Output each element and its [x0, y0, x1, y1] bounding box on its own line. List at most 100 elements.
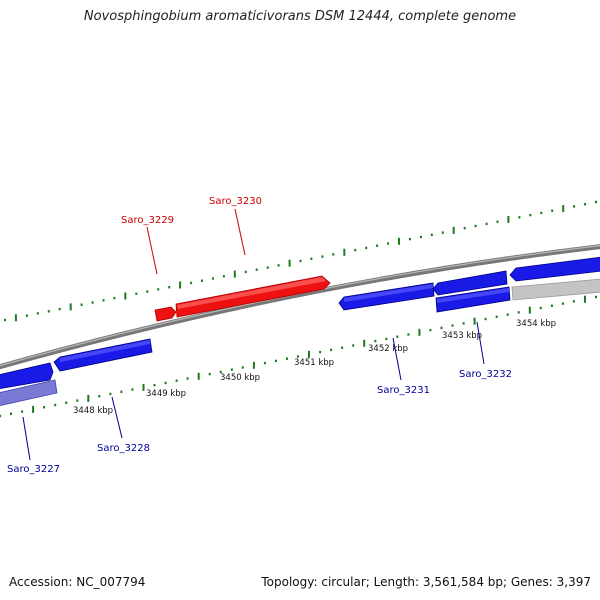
minor-tick: [244, 270, 247, 274]
minor-tick: [463, 227, 466, 230]
gene-labels: Saro_3227 Saro_3228 Saro_3229 Saro_3230 …: [7, 196, 512, 475]
minor-tick: [201, 279, 203, 282]
minor-tick: [190, 281, 193, 285]
minor-tick: [529, 213, 532, 217]
minor-tick: [341, 346, 344, 349]
minor-tick: [485, 222, 488, 226]
minor-tick: [376, 244, 379, 247]
minor-tick: [25, 314, 28, 317]
gene-label-saro-3227[interactable]: Saro_3227: [7, 464, 60, 475]
minor-tick: [352, 344, 355, 347]
minor-tick: [517, 311, 520, 314]
major-tick: [528, 306, 531, 314]
gene-label-saro-3231[interactable]: Saro_3231: [377, 385, 430, 396]
minor-tick: [113, 296, 116, 300]
major-tick: [14, 314, 17, 322]
leader-lines: [22, 208, 485, 461]
minor-tick: [157, 288, 160, 291]
reverse-gene-upper-a[interactable]: [432, 270, 508, 296]
minor-tick: [495, 315, 498, 318]
minor-tick: [58, 307, 61, 311]
minor-tick: [175, 379, 178, 382]
major-tick: [288, 259, 291, 267]
minor-tick: [407, 333, 410, 336]
minor-tick: [299, 259, 302, 263]
grey-feature[interactable]: [511, 278, 600, 301]
minor-tick: [186, 377, 189, 380]
minor-tick: [518, 216, 521, 219]
scale-label: 3449 kbp: [146, 389, 186, 399]
major-tick: [363, 339, 366, 347]
minor-tick: [230, 368, 233, 371]
major-tick: [584, 295, 586, 303]
major-tick: [343, 248, 346, 256]
reverse-gene-left-edge[interactable]: [0, 362, 54, 390]
genome-summary-text: Topology: circular; Length: 3,561,584 bp…: [261, 575, 591, 589]
minor-tick: [168, 286, 171, 289]
minor-tick: [595, 295, 597, 299]
minor-tick: [321, 255, 324, 258]
minor-tick: [330, 348, 333, 352]
major-tick: [233, 270, 236, 278]
minor-tick: [408, 237, 411, 241]
scale-label: 3451 kbp: [294, 358, 334, 368]
reverse-gene-saro-3231[interactable]: [338, 282, 435, 311]
major-tick: [87, 394, 90, 402]
minor-tick: [506, 313, 509, 316]
scale-label: 3452 kbp: [368, 344, 408, 354]
minor-tick: [274, 359, 277, 363]
minor-tick: [496, 220, 499, 223]
minor-tick: [277, 264, 280, 267]
minor-tick: [153, 383, 156, 387]
minor-tick: [98, 395, 101, 398]
major-tick: [473, 317, 476, 325]
major-tick: [142, 383, 145, 391]
minor-tick: [319, 350, 322, 354]
minor-tick: [131, 388, 134, 391]
minor-tick: [573, 205, 576, 208]
minor-tick: [4, 318, 6, 322]
minor-tick: [550, 304, 553, 307]
scale-tick-track: [0, 295, 597, 418]
major-tick: [562, 205, 565, 213]
gene-label-saro-3232[interactable]: Saro_3232: [459, 369, 512, 380]
reverse-gene-saro-3232[interactable]: [435, 286, 511, 313]
minor-tick: [354, 248, 357, 252]
forward-gene-saro-3229[interactable]: [154, 306, 177, 322]
scale-label: 3448 kbp: [73, 406, 113, 416]
major-tick: [308, 350, 310, 358]
minor-tick: [255, 268, 258, 271]
minor-tick: [572, 300, 575, 303]
major-tick: [69, 303, 72, 311]
outer-tick-track: [4, 200, 597, 322]
minor-tick: [365, 246, 368, 250]
minor-tick: [539, 306, 542, 310]
gene-label-saro-3229[interactable]: Saro_3229: [121, 215, 174, 226]
minor-tick: [211, 277, 214, 280]
minor-tick: [419, 235, 422, 239]
minor-tick: [595, 200, 597, 204]
reverse-gene-saro-3228[interactable]: [53, 338, 153, 372]
minor-tick: [36, 312, 39, 315]
minor-tick: [164, 381, 167, 385]
forward-gene-saro-3230[interactable]: [175, 275, 331, 318]
reverse-gene-upper-b[interactable]: [509, 256, 600, 282]
scale-labels: 3448 kbp 3449 kbp 3450 kbp 3451 kbp 3452…: [73, 319, 556, 416]
minor-tick: [561, 302, 564, 305]
minor-tick: [297, 355, 299, 358]
minor-tick: [551, 209, 554, 212]
gene-label-saro-3228[interactable]: Saro_3228: [97, 443, 150, 454]
minor-tick: [286, 357, 288, 360]
major-tick: [32, 405, 35, 413]
minor-tick: [540, 211, 543, 215]
major-tick: [124, 292, 127, 300]
minor-tick: [462, 322, 465, 325]
minor-tick: [440, 326, 443, 330]
major-tick: [452, 226, 455, 234]
scale-label: 3453 kbp: [442, 331, 482, 341]
minor-tick: [91, 301, 94, 304]
minor-tick: [385, 337, 388, 341]
reverse-gene-saro-3227[interactable]: [0, 379, 58, 406]
gene-label-saro-3230[interactable]: Saro_3230: [209, 196, 262, 207]
